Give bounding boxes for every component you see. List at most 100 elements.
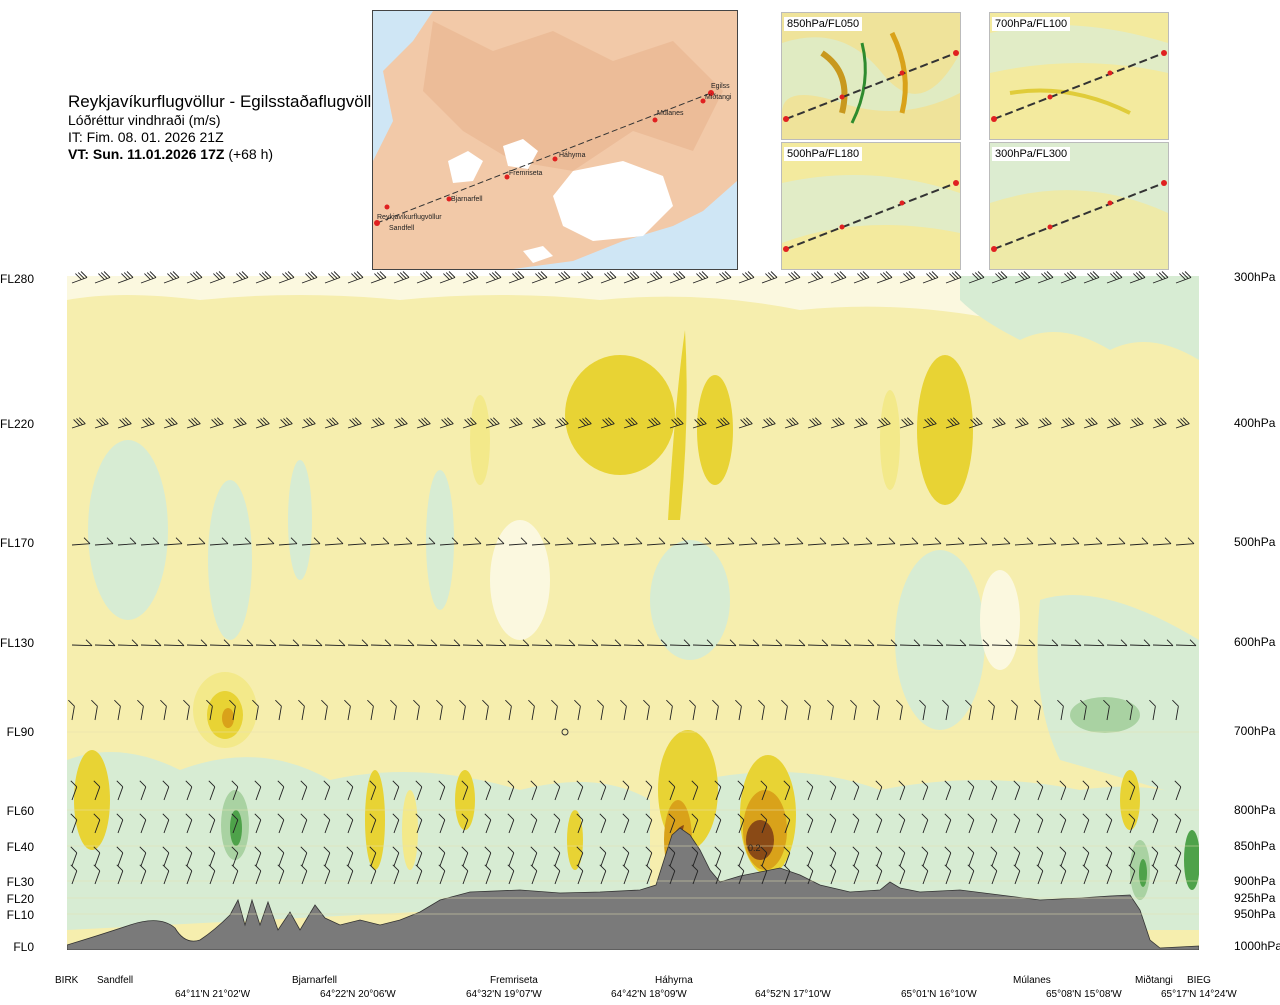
wind-barb-flag [190, 273, 197, 280]
wind-barb-flag [461, 864, 469, 872]
wind-barb-flag [277, 864, 285, 872]
wind-barb-flag [321, 699, 328, 707]
wind-barb-flag [491, 272, 499, 279]
wind-barb-flag [768, 417, 776, 425]
wind-barb-flag [1174, 780, 1182, 788]
wind-barb-shaft [186, 423, 201, 429]
wind-barb-shaft [738, 852, 745, 867]
wind-barb-flag [530, 780, 538, 788]
wind-barb-shaft [669, 277, 686, 284]
wind-barb-shaft [1037, 819, 1044, 834]
wind-barb-flag [954, 271, 962, 278]
wind-barb-shaft [1060, 706, 1064, 721]
wind-barb-shaft [876, 870, 883, 885]
wind-barb-flag [556, 419, 563, 426]
wind-barb-flag [397, 273, 404, 280]
wind-barb-flag [727, 537, 735, 545]
wind-barb-flag [605, 418, 612, 425]
calm-wind-marker [561, 728, 569, 736]
wind-barb-flag [568, 639, 576, 647]
wind-barb-shaft [945, 423, 960, 429]
wind-barb-flag [346, 864, 354, 872]
wind-barb-shaft [922, 786, 929, 801]
wind-barb-shaft [876, 706, 880, 721]
wind-barb-flag [1113, 417, 1121, 425]
wind-barb-flag [326, 419, 333, 426]
wind-barb-flag [236, 273, 243, 280]
land-shading [423, 21, 723, 171]
wind-barb-flag [300, 813, 308, 821]
wind-barb-flag [970, 419, 977, 426]
wind-barb-flag [967, 780, 975, 788]
wind-barb-flag [789, 418, 796, 425]
hpa-label: 400hPa [1234, 416, 1276, 430]
wind-barb-shaft [232, 819, 239, 834]
wind-barb-flag [704, 537, 712, 545]
wind-barb-shaft [669, 819, 676, 834]
wind-barb-flag [392, 846, 400, 854]
wind-barb-flag [852, 864, 860, 872]
wind-barb-shaft [876, 852, 883, 867]
wind-barb-flag [522, 639, 530, 647]
wind-barb-flag [714, 846, 722, 854]
wind-barb-shaft [485, 706, 489, 721]
wind-barb-flag [990, 864, 998, 872]
wind-barb-shaft [761, 277, 778, 284]
route-point-midtangi [700, 98, 706, 104]
wind-barb-shaft [393, 852, 400, 867]
wind-barb-shaft [531, 543, 551, 546]
wind-barb-shaft [1083, 852, 1090, 867]
wind-barb-shaft [485, 543, 505, 546]
wind-barb-shaft [922, 644, 944, 647]
wind-barb-flag [643, 699, 650, 707]
wind-barb-flag [216, 417, 224, 425]
wind-barb-flag [121, 273, 128, 280]
wind-barb-shaft [646, 786, 653, 801]
wind-barb-shaft [1014, 706, 1018, 721]
wind-barb-flag [1105, 864, 1113, 872]
wind-barb-shaft [1060, 852, 1067, 867]
wind-barb-shaft [922, 277, 939, 284]
wind-barb-flag [162, 864, 170, 872]
wind-barb-shaft [761, 543, 781, 546]
wind-barb-flag [1136, 417, 1144, 425]
mini-map-svg [990, 13, 1168, 139]
wind-barb-flag [395, 419, 402, 426]
wind-barb-shaft [623, 819, 630, 834]
wind-barb-flag [896, 699, 903, 707]
wind-barb-shaft [1060, 786, 1067, 801]
coordinate-label: 65°01'N 16°10'W [901, 989, 977, 1000]
wind-barb-flag [888, 537, 896, 545]
map-label-egilsstadir: Egilss [711, 83, 730, 90]
map-label-fremriseta: Fremriseta [509, 170, 543, 177]
wind-barb-flag [262, 417, 270, 425]
wind-barb-shaft [370, 852, 377, 867]
wind-barb-flag [1115, 271, 1123, 278]
wind-barb-flag [936, 639, 944, 647]
wind-barb-flag [760, 780, 768, 788]
wind-barb-shaft [1106, 786, 1113, 801]
wind-barb-flag [844, 639, 852, 647]
wind-barb-flag [453, 639, 461, 647]
wind-barb-shaft [485, 870, 492, 885]
wind-barb-flag [883, 417, 891, 425]
wind-barb-flag [185, 864, 193, 872]
wind-barb-shaft [301, 870, 308, 885]
wind-barb-flag [466, 273, 473, 280]
wind-barb-shaft [692, 819, 699, 834]
wind-barb-flag [1141, 537, 1149, 545]
wind-barb-shaft [462, 852, 469, 867]
wind-barb-flag [238, 272, 246, 279]
wind-barb-shaft [1014, 543, 1034, 546]
wind-barb-shaft [439, 644, 461, 647]
wind-barb-flag [942, 699, 949, 707]
wind-barb-flag [277, 846, 285, 854]
coordinate-label: 64°52'N 17°10'W [755, 989, 831, 1000]
station-label: Bjarnarfell [292, 975, 338, 986]
wind-barb-flag [464, 419, 471, 426]
wind-barb-shaft [416, 786, 423, 801]
fl-label: FL40 [6, 840, 34, 854]
mini-map-500: 500hPa/FL180 [781, 142, 961, 270]
wind-barb-shaft [853, 786, 860, 801]
contour-green-dark [1184, 830, 1199, 890]
